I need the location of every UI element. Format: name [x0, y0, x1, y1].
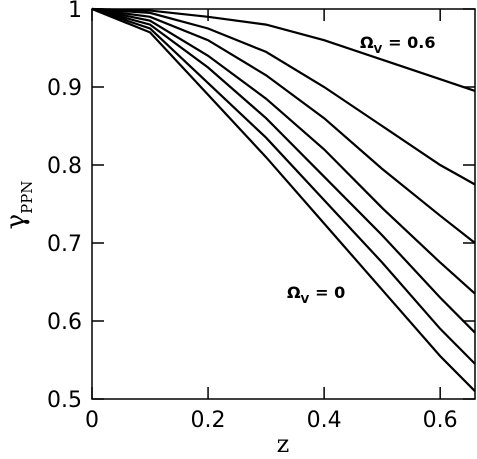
- y-tick-label: 1: [68, 0, 82, 23]
- y-axis-label: γPPN: [1, 181, 36, 230]
- x-tick-label: 0.2: [191, 408, 226, 433]
- x-tick-label: 0.4: [307, 408, 342, 433]
- x-axis-label: z: [277, 430, 290, 458]
- plot-frame: [91, 8, 476, 400]
- annotation-subscript: V: [374, 43, 383, 56]
- y-tick-label: 0.5: [47, 388, 82, 413]
- annotation-symbol: Ω: [360, 33, 374, 52]
- series-line: [91, 7, 476, 295]
- series-line: [91, 7, 476, 365]
- series-line: [91, 7, 476, 186]
- series-line: [91, 7, 476, 92]
- annotation: ΩV = 0.6: [360, 33, 435, 56]
- series-line: [91, 7, 476, 334]
- y-tick-label: 0.8: [47, 154, 82, 179]
- annotation: ΩV = 0: [287, 283, 345, 306]
- series-line: [91, 7, 476, 244]
- annotation-text: = 0: [315, 283, 345, 302]
- annotation-text: = 0.6: [388, 33, 435, 52]
- annotation-subscript: V: [301, 293, 310, 306]
- series-line: [91, 7, 476, 392]
- x-tick-label: 0.6: [423, 408, 458, 433]
- y-tick-label: 0.9: [47, 76, 82, 101]
- y-label-symbol: γ: [1, 214, 31, 230]
- y-tick-label: 0.6: [47, 310, 82, 335]
- y-label-subscript: PPN: [18, 181, 36, 214]
- annotation-symbol: Ω: [287, 283, 301, 302]
- x-tick-label: 0: [85, 408, 99, 433]
- y-tick-label: 0.7: [47, 232, 82, 257]
